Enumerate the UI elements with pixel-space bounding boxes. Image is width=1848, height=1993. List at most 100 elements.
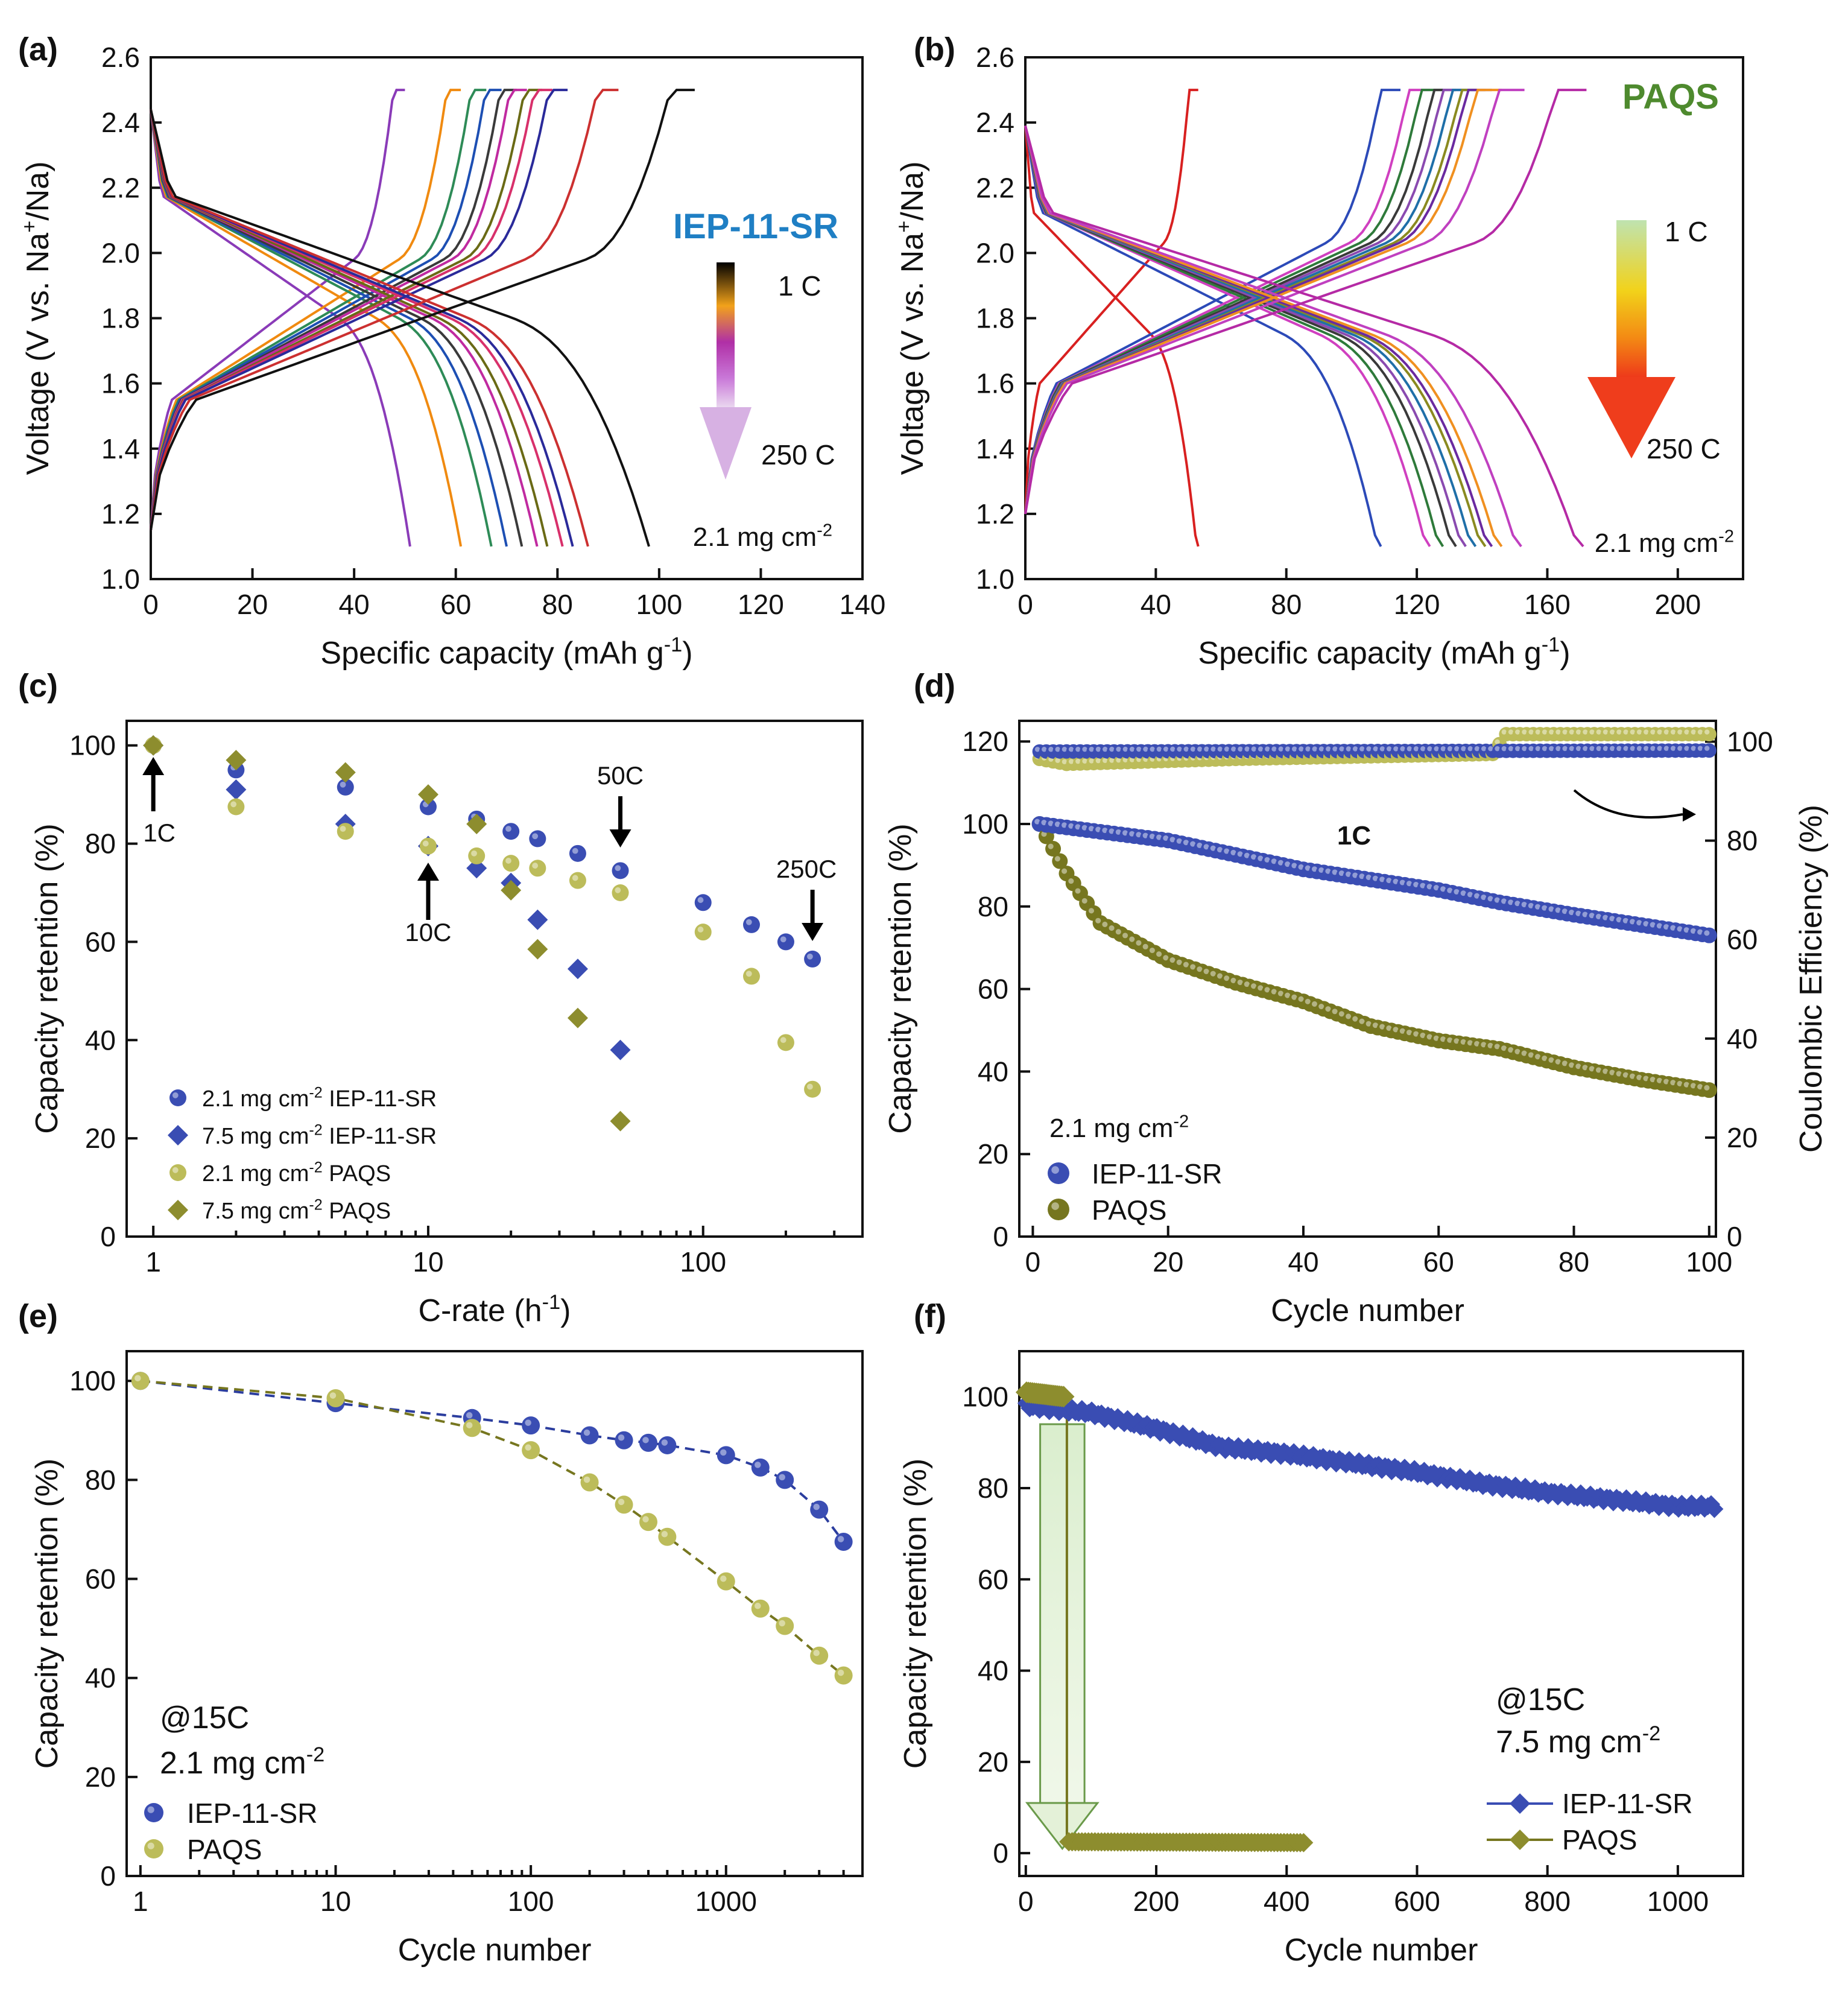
ce-point-paqs-shine [1549,729,1554,735]
legend-marker-body [144,1839,163,1858]
y-tick-label: 2.2 [976,172,1014,203]
data-point [335,762,356,783]
capacity-point-paqs-shine [1332,1009,1338,1015]
capacity-point-iep-shine [1426,884,1432,890]
capacity-point-paqs-shine [1379,1024,1385,1030]
discharge-curve [1024,125,1584,548]
data-point-shine [779,1474,785,1481]
y-tick-label: 20 [85,1123,116,1154]
capacity-point-iep-shine [1514,901,1520,907]
data-point-body [743,968,761,985]
drop-arrow-body [1039,1423,1086,1804]
capacity-point-iep-shine [1062,822,1068,828]
data-point-body [131,1372,150,1390]
data-point-body [658,1527,677,1546]
ce-point-paqs-shine [1575,729,1581,735]
ce-point-iep-shine [1697,746,1703,751]
y-tick-label: 1.0 [101,563,140,595]
legend-marker [1510,1793,1530,1814]
data-point [610,1039,631,1060]
ce-point-iep-shine [1055,747,1060,752]
charge-curve [1024,89,1525,515]
capacity-point-iep-shine [1487,896,1493,902]
ce-point-iep-shine [1299,746,1304,752]
ce-point-iep-shine [1190,746,1196,752]
capacity-point-iep-shine [1413,881,1419,887]
data-point-body [326,1389,345,1407]
legend-marker [168,1200,188,1220]
ce-point-paqs-shine [1095,758,1101,764]
ce-point-iep-shine [1062,747,1068,752]
data-point-shine [745,919,752,925]
panel-e-loading: 2.1 mg cm-2 [160,1743,324,1781]
ce-point-iep-shine [1630,746,1636,752]
panel-e-frame [125,1350,864,1877]
legend-marker-shine [147,1806,154,1813]
ce-point-paqs-shine [1616,729,1622,735]
capacity-point-paqs-shine [1467,1040,1473,1046]
data-point-shine [807,1083,813,1090]
data-point-body [639,1513,657,1532]
data-point-body [810,1646,829,1665]
y-tick-label: 1.2 [976,498,1014,530]
legend-label: IEP-11-SR [187,1798,317,1829]
data-point-shine [532,863,539,869]
capacity-point-iep-shine [1122,830,1128,836]
arrow-1c-head [142,757,165,775]
panel-d-ylabel: Capacity retention (%) [883,823,918,1133]
ce-point-iep-shine [1515,746,1520,752]
data-point-body [522,1441,540,1460]
series-line [140,1380,845,1543]
data-point [337,823,354,840]
ce-point-iep-shine [1238,746,1243,752]
capacity-point-paqs-shine [1528,1052,1534,1058]
ce-point-iep-shine [1467,746,1473,752]
x-tick-label: 400 [1264,1886,1310,1917]
data-point-shine [618,1498,625,1506]
capacity-point-iep [1705,1500,1724,1518]
data-point-body [337,823,354,840]
data-point [743,968,761,985]
ce-point-iep-shine [1636,746,1642,751]
data-point [776,1471,794,1489]
capacity-point-paqs-shine [1217,973,1223,979]
x-tick-label: 120 [738,589,784,620]
data-point-shine [340,826,346,832]
capacity-point-iep-shine [1481,894,1487,901]
charge-curve [1024,89,1400,515]
capacity-point-iep-shine [1054,821,1060,827]
data-point [804,1080,821,1098]
annotation-10c: 10C [405,918,451,946]
ce-point-paqs-shine [1055,758,1060,763]
ce-point-iep-shine [1082,746,1087,752]
ce-point-iep-shine [1048,747,1054,752]
capacity-point-iep [1701,927,1717,943]
capacity-point-paqs-shine [1122,933,1128,939]
capacity-point-iep-shine [1365,874,1372,880]
legend-marker [168,1125,188,1145]
x-tick-label: 40 [1141,589,1171,620]
capacity-point-iep-shine [1115,829,1121,835]
panel-a-rate-low: 250 C [761,439,835,471]
capacity-point-iep-shine [1609,916,1615,922]
capacity-point-iep-shine [1244,852,1250,858]
capacity-point-paqs-shine [1433,1035,1439,1041]
ce-point-iep-shine [1684,746,1689,751]
data-point [639,1513,657,1532]
data-point [834,1532,853,1551]
legend-marker-shine [172,1092,179,1098]
discharge-curve [1024,125,1467,547]
legend-marker-body [169,1164,186,1181]
charge-curve [1024,89,1430,515]
data-point [658,1436,677,1454]
capacity-point-iep-shine [1277,860,1283,866]
data-point-shine [532,833,539,840]
capacity-point-iep-shine [1616,917,1622,923]
capacity-point-paqs-shine [1149,947,1155,954]
ce-point-iep-shine [1217,746,1223,752]
ce-point-iep-shine [1386,746,1392,752]
capacity-point-paqs-shine [1697,1084,1703,1090]
panel-c-frame [125,720,864,1238]
capacity-point-paqs-shine [1183,962,1189,968]
capacity-point-paqs-shine [1413,1031,1419,1037]
